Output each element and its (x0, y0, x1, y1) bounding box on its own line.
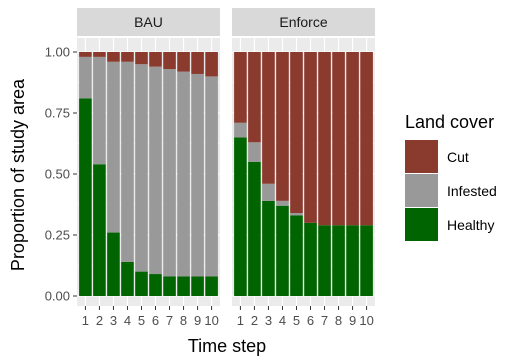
legend-label-infested: Infested (447, 183, 497, 199)
bar-healthy-3 (107, 232, 120, 296)
bar-cut-5 (290, 52, 303, 214)
y-tick-label: 1.00 (45, 45, 70, 60)
y-tick-label: 0.75 (45, 106, 70, 121)
bar-infested-2 (248, 142, 261, 162)
bar-infested-3 (107, 61, 120, 233)
x-tick-label: 5 (138, 313, 145, 328)
bar-healthy-7 (163, 276, 176, 296)
y-tick-label: 0.50 (45, 167, 70, 182)
legend-key-cut (405, 140, 438, 173)
bar-infested-9 (191, 73, 204, 277)
bar-healthy-10 (360, 225, 373, 296)
bar-healthy-2 (93, 164, 106, 296)
y-axis-title: Proportion of study area (8, 78, 28, 271)
bar-healthy-1 (234, 137, 247, 296)
x-tick-label: 10 (204, 313, 218, 328)
bar-infested-8 (177, 71, 190, 277)
bar-cut-9 (191, 52, 204, 74)
bar-cut-3 (107, 52, 120, 62)
bar-cut-3 (262, 52, 275, 184)
bar-cut-10 (205, 52, 218, 77)
bar-healthy-6 (149, 274, 162, 296)
bar-healthy-8 (177, 276, 190, 296)
bar-cut-7 (163, 52, 176, 70)
bar-cut-9 (346, 52, 359, 226)
bar-infested-7 (163, 69, 176, 277)
facet-strip-label: Enforce (279, 14, 327, 30)
legend-label-cut: Cut (447, 149, 469, 165)
x-tick-label: 2 (251, 313, 258, 328)
legend-key-healthy (405, 208, 438, 241)
bar-infested-2 (93, 56, 106, 165)
bar-infested-5 (135, 64, 148, 272)
x-tick-label: 8 (180, 313, 187, 328)
x-tick-label: 9 (349, 313, 356, 328)
x-tick-label: 4 (279, 313, 286, 328)
x-tick-label: 2 (96, 313, 103, 328)
x-tick-label: 7 (321, 313, 328, 328)
bar-cut-7 (318, 52, 331, 226)
bar-cut-6 (149, 52, 162, 67)
facet-panel-enforce: Enforce 1 2 3 4 5 6 7 8 9 10 (232, 8, 375, 328)
x-tick-label: 6 (307, 313, 314, 328)
bar-healthy-4 (276, 205, 289, 296)
x-tick-label: 1 (82, 313, 89, 328)
bar-infested-10 (205, 76, 218, 277)
legend: Land cover Cut Infested Healthy (405, 112, 497, 241)
bar-infested-1 (234, 122, 247, 138)
facet-strip-label: BAU (134, 14, 163, 30)
x-tick-label: 7 (166, 313, 173, 328)
x-tick-label: 6 (152, 313, 159, 328)
bar-cut-8 (332, 52, 345, 226)
bar-healthy-8 (332, 225, 345, 296)
bar-cut-8 (177, 52, 190, 72)
x-tick-label: 9 (194, 313, 201, 328)
facet-strip (77, 8, 220, 36)
x-tick-label: 5 (293, 313, 300, 328)
bar-healthy-9 (191, 276, 204, 296)
facet-strip (232, 8, 375, 36)
legend-title: Land cover (405, 112, 494, 132)
y-axis: 0.00 0.25 0.50 0.75 1.00 (45, 45, 77, 304)
bar-healthy-4 (121, 261, 134, 296)
bar-cut-6 (304, 52, 317, 223)
x-tick-label: 4 (124, 313, 131, 328)
bar-cut-4 (121, 52, 134, 62)
x-tick-label: 1 (237, 313, 244, 328)
x-tick-label: 8 (335, 313, 342, 328)
bar-healthy-6 (304, 222, 317, 296)
bar-healthy-5 (290, 215, 303, 296)
facet-panel-bau: BAU 1 2 3 4 5 6 7 8 9 10 (77, 8, 220, 328)
bar-infested-4 (121, 61, 134, 262)
bar-healthy-5 (135, 271, 148, 296)
legend-key-infested (405, 174, 438, 207)
bar-cut-4 (276, 52, 289, 201)
bar-cut-1 (79, 52, 92, 57)
bar-healthy-2 (248, 161, 261, 296)
x-tick-label: 3 (265, 313, 272, 328)
bar-infested-5 (290, 213, 303, 216)
bar-healthy-3 (262, 200, 275, 296)
x-axis-title: Time step (188, 336, 266, 356)
bar-healthy-10 (205, 276, 218, 296)
bar-cut-10 (360, 52, 373, 226)
bar-infested-1 (79, 56, 92, 99)
bar-cut-2 (248, 52, 261, 143)
bar-cut-1 (234, 52, 247, 123)
bar-cut-5 (135, 52, 148, 65)
legend-label-healthy: Healthy (447, 217, 494, 233)
bar-infested-6 (149, 66, 162, 275)
x-tick-label: 3 (110, 313, 117, 328)
bar-healthy-1 (79, 98, 92, 296)
bar-healthy-7 (318, 225, 331, 296)
bar-healthy-9 (346, 225, 359, 296)
bar-cut-2 (93, 52, 106, 57)
y-tick-label: 0.00 (45, 289, 70, 304)
bar-infested-4 (276, 200, 289, 206)
y-tick-label: 0.25 (45, 228, 70, 243)
bar-infested-3 (262, 183, 275, 201)
x-tick-label: 10 (359, 313, 373, 328)
